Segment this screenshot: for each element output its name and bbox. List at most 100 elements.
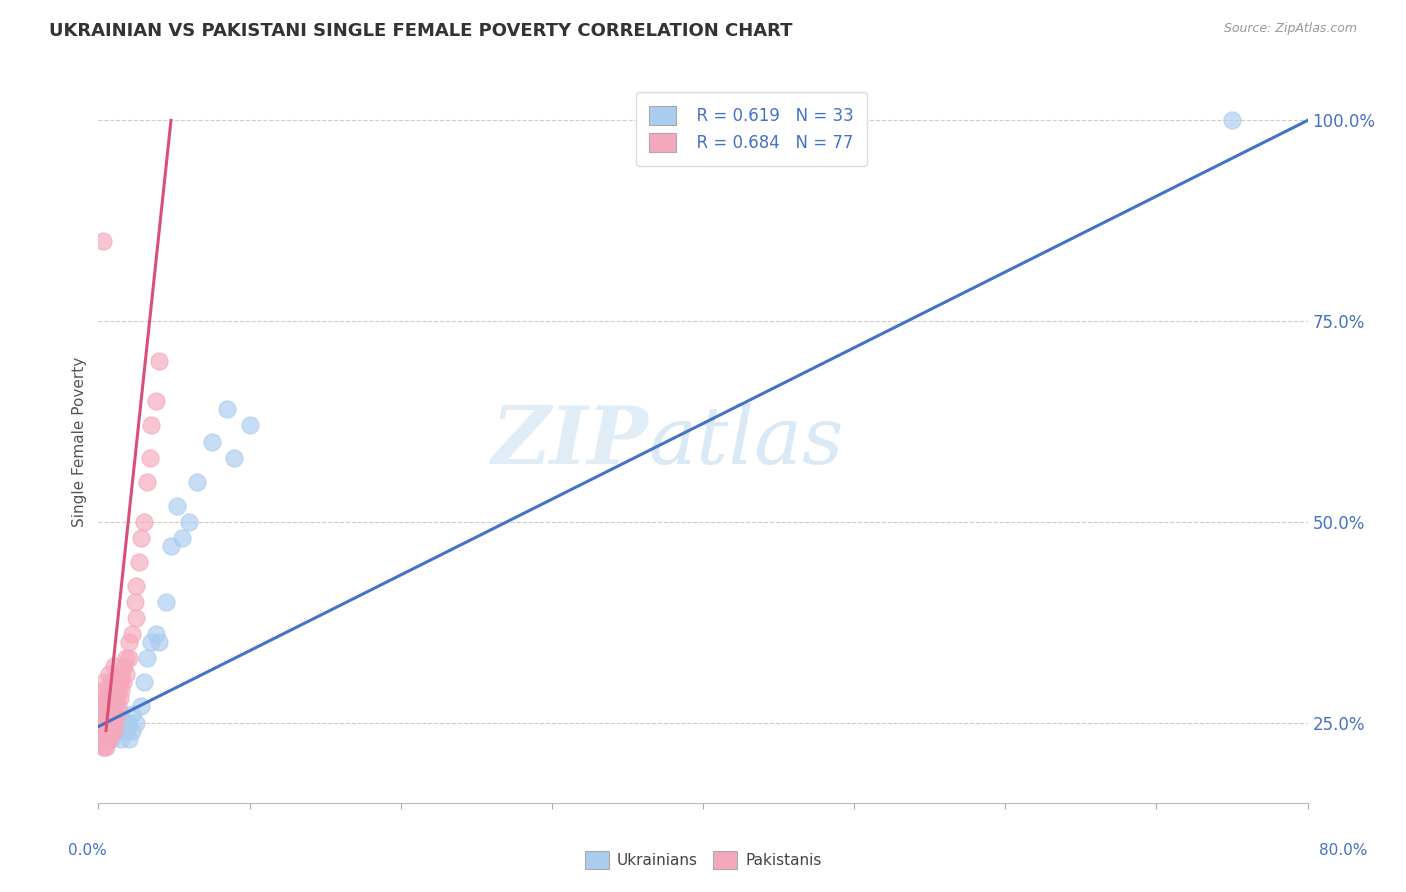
- Point: [155, 595, 177, 609]
- Point: [91, 715, 114, 730]
- Point: [101, 715, 124, 730]
- Point: [160, 539, 183, 553]
- Point: [91, 731, 114, 746]
- Point: [96, 715, 118, 730]
- Point: [93, 731, 115, 746]
- Point: [104, 715, 127, 730]
- Point: [145, 627, 167, 641]
- Point: [135, 651, 157, 665]
- Text: atlas: atlas: [648, 403, 844, 480]
- Point: [121, 723, 143, 738]
- Point: [93, 675, 115, 690]
- Point: [110, 683, 132, 698]
- Point: [105, 715, 128, 730]
- Point: [107, 683, 129, 698]
- Point: [118, 731, 141, 746]
- Point: [94, 691, 117, 706]
- Point: [104, 699, 127, 714]
- Point: [93, 739, 115, 754]
- Point: [132, 675, 155, 690]
- Point: [118, 651, 141, 665]
- Point: [91, 723, 114, 738]
- Point: [118, 715, 141, 730]
- Point: [103, 707, 125, 722]
- Point: [103, 691, 125, 706]
- Point: [101, 699, 124, 714]
- Point: [129, 531, 152, 545]
- Point: [93, 707, 115, 722]
- Text: UKRAINIAN VS PAKISTANI SINGLE FEMALE POVERTY CORRELATION CHART: UKRAINIAN VS PAKISTANI SINGLE FEMALE POV…: [49, 22, 793, 40]
- Point: [135, 475, 157, 489]
- Point: [94, 715, 117, 730]
- Point: [100, 723, 122, 738]
- Point: [98, 699, 121, 714]
- Point: [129, 699, 152, 714]
- Point: [239, 418, 262, 433]
- Point: [94, 723, 117, 738]
- Point: [132, 515, 155, 529]
- Point: [103, 707, 125, 722]
- Point: [91, 234, 114, 248]
- Point: [112, 659, 135, 673]
- Point: [224, 450, 246, 465]
- Point: [91, 707, 114, 722]
- Point: [103, 659, 125, 673]
- Point: [98, 715, 121, 730]
- Point: [170, 531, 193, 545]
- Point: [100, 707, 122, 722]
- Point: [108, 675, 131, 690]
- Point: [91, 739, 114, 754]
- Text: Source: ZipAtlas.com: Source: ZipAtlas.com: [1223, 22, 1357, 36]
- Point: [121, 627, 143, 641]
- Point: [94, 739, 117, 754]
- Point: [108, 691, 131, 706]
- Text: ZIP: ZIP: [492, 403, 648, 480]
- Point: [121, 707, 143, 722]
- Point: [110, 731, 132, 746]
- Point: [94, 731, 117, 746]
- Point: [128, 555, 150, 569]
- Point: [103, 723, 125, 738]
- Legend: Ukrainians, Pakistanis: Ukrainians, Pakistanis: [578, 845, 828, 875]
- Point: [179, 515, 201, 529]
- Point: [124, 595, 146, 609]
- Point: [93, 683, 115, 698]
- Point: [139, 450, 162, 465]
- Point: [103, 675, 125, 690]
- Point: [215, 402, 238, 417]
- Point: [125, 715, 148, 730]
- Point: [145, 394, 167, 409]
- Point: [93, 723, 115, 738]
- Point: [96, 723, 118, 738]
- Point: [94, 707, 117, 722]
- Point: [105, 691, 128, 706]
- Point: [98, 667, 121, 681]
- Point: [98, 731, 121, 746]
- Point: [93, 715, 115, 730]
- Point: [141, 635, 163, 649]
- Point: [93, 691, 115, 706]
- Point: [96, 707, 118, 722]
- Point: [94, 699, 117, 714]
- Point: [90, 699, 112, 714]
- Point: [100, 731, 122, 746]
- Text: 0.0%: 0.0%: [67, 843, 107, 858]
- Point: [112, 715, 135, 730]
- Point: [91, 699, 114, 714]
- Point: [114, 667, 136, 681]
- Point: [90, 707, 112, 722]
- Point: [148, 635, 170, 649]
- Point: [114, 723, 136, 738]
- Point: [94, 699, 117, 714]
- Point: [186, 475, 208, 489]
- Point: [201, 434, 224, 449]
- Point: [90, 731, 112, 746]
- Point: [91, 691, 114, 706]
- Point: [100, 691, 122, 706]
- Point: [1220, 113, 1243, 128]
- Point: [103, 723, 125, 738]
- Point: [110, 667, 132, 681]
- Point: [90, 715, 112, 730]
- Point: [110, 707, 132, 722]
- Point: [125, 611, 148, 625]
